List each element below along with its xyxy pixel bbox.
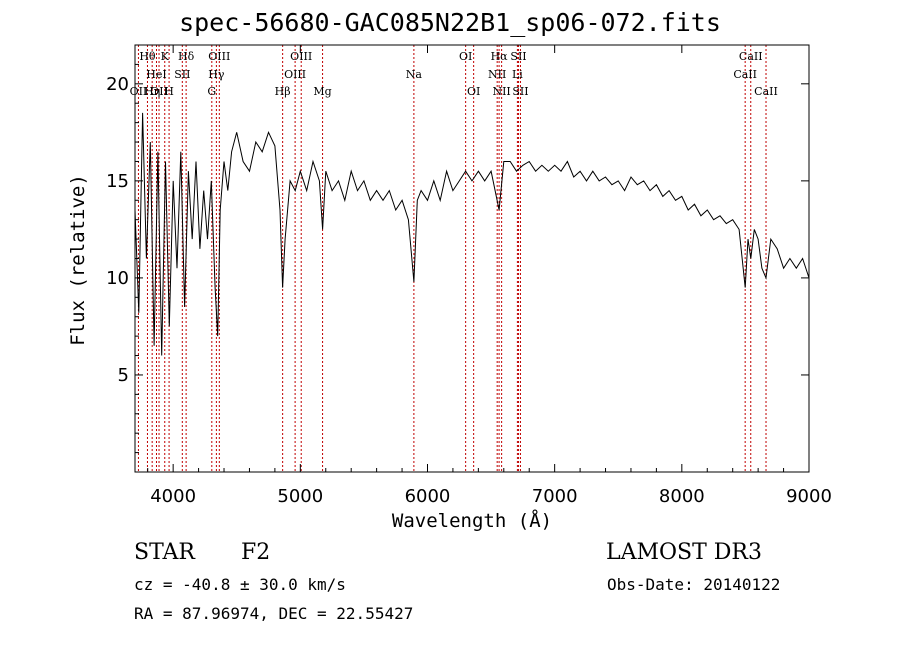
x-tick-label-5: 9000	[786, 486, 832, 507]
y-axis-label: Flux (relative)	[67, 174, 89, 346]
line-marker-label-23: SII	[510, 50, 526, 63]
line-marker-label-17: OI	[459, 50, 472, 63]
line-marker-label-1: Hθ	[139, 50, 156, 63]
x-tick-label-4: 8000	[659, 486, 705, 507]
x-tick-label-1: 5000	[277, 486, 323, 507]
line-marker-label-22: Li	[512, 68, 523, 81]
line-marker-label-11: OIII	[208, 50, 230, 63]
survey-name: LAMOST DR3	[606, 540, 762, 565]
y-tick-label-3: 20	[106, 74, 129, 95]
object-subclass: F2	[241, 540, 271, 565]
y-tick-label-0: 5	[118, 365, 129, 386]
line-marker-label-24: SII	[512, 85, 528, 98]
line-marker-label-10: Hγ	[208, 68, 225, 81]
line-marker-label-3: HeI	[146, 68, 166, 81]
line-marker-label-16: Na	[406, 68, 423, 81]
line-marker-label-0: OII	[130, 85, 148, 98]
object-class: STAR	[134, 540, 195, 565]
line-marker-label-13: OIII	[284, 68, 306, 81]
line-marker-label-26: CaII	[739, 50, 763, 63]
plot-frame	[134, 44, 810, 473]
line-marker-label-14: OIII	[290, 50, 312, 63]
line-marker-label-4: OII	[150, 85, 168, 98]
x-tick-label-2: 6000	[405, 486, 451, 507]
line-marker-label-19: NII	[488, 68, 506, 81]
line-marker-label-6: H	[164, 85, 174, 98]
line-markers	[137, 45, 767, 472]
line-marker-label-5: K	[161, 50, 170, 63]
y-axis-ticks: 5 10 15 20	[106, 63, 809, 454]
x-axis-ticks: 4000 5000 6000 7000 8000 9000	[147, 45, 832, 507]
line-marker-label-20: Hα	[491, 50, 509, 63]
line-marker-label-2: Hη	[144, 85, 160, 98]
line-marker-label-21: NII	[492, 85, 510, 98]
coordinates: RA = 87.96974, DEC = 22.55427	[134, 604, 414, 623]
line-marker-label-8: Hδ	[178, 50, 195, 63]
line-marker-label-12: Hβ	[275, 85, 291, 98]
line-marker-label-7: SII	[174, 68, 190, 81]
x-tick-label-3: 7000	[532, 486, 578, 507]
y-tick-label-1: 10	[106, 268, 129, 289]
y-tick-label-2: 15	[106, 171, 129, 192]
line-marker-label-9: G	[207, 85, 216, 98]
redshift-value: cz = -40.8 ± 30.0 km/s	[134, 575, 346, 594]
x-tick-label-0: 4000	[150, 486, 196, 507]
line-marker-label-25: CaII	[733, 68, 757, 81]
line-marker-label-15: Mg	[313, 85, 331, 98]
line-marker-label-27: CaII	[754, 85, 778, 98]
chart-title: spec-56680-GAC085N22B1_sp06-072.fits	[179, 8, 721, 37]
flux-series-line	[134, 112, 810, 356]
line-marker-label-18: OI	[467, 85, 480, 98]
x-axis-label: Wavelength (Å)	[391, 510, 553, 532]
obs-date: Obs-Date: 20140122	[607, 575, 781, 594]
line-marker-labels: OIIHθHηHeIOIIKHSIIHδGHγOIIIHβOIIIOIIIMgN…	[130, 50, 778, 98]
